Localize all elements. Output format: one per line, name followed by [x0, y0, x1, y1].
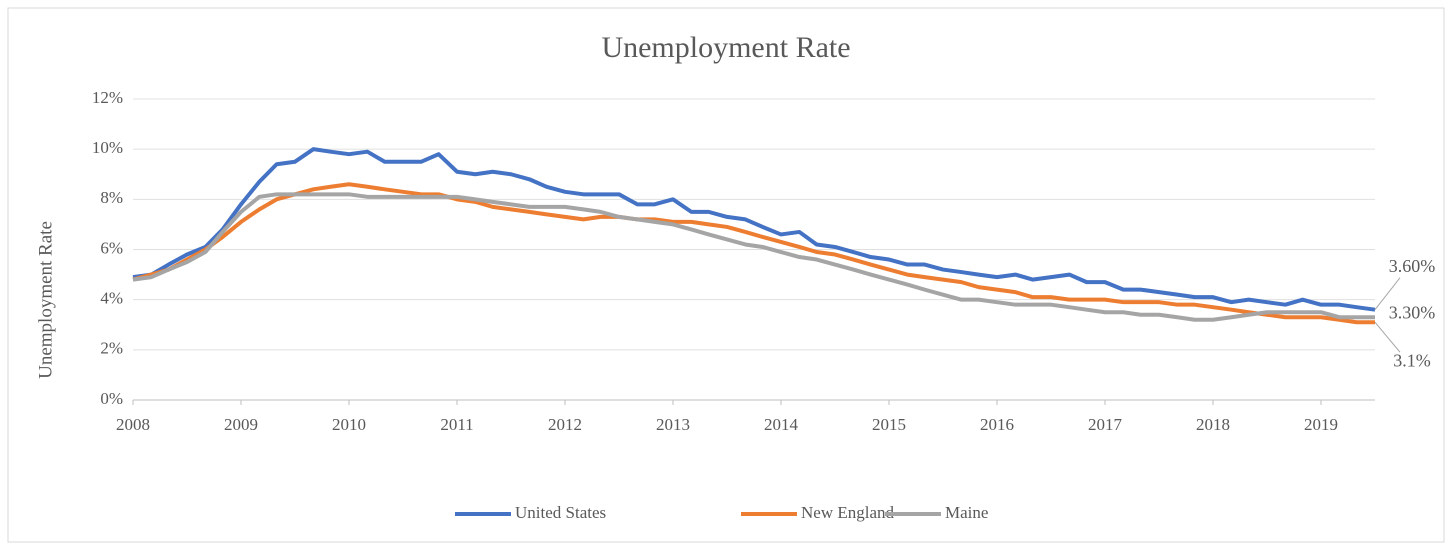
series-line [132, 147, 1376, 312]
data-label: 3.1% [1393, 350, 1431, 370]
chart-frame [7, 7, 1445, 543]
legend-label: Maine [945, 503, 988, 522]
x-tick-label: 2014 [764, 415, 799, 434]
leader-line [1374, 321, 1401, 353]
y-tick-label: 0% [100, 389, 123, 408]
data-label: 3.30% [1389, 302, 1436, 322]
y-tick-label: 4% [100, 289, 123, 308]
y-tick-label: 6% [100, 238, 123, 257]
x-tick-label: 2011 [440, 415, 473, 434]
y-axis-label: Unemployment Rate [35, 221, 56, 379]
y-tick-label: 8% [100, 188, 123, 207]
y-tick-label: 10% [92, 138, 123, 157]
y-tick-label: 2% [100, 339, 123, 358]
x-tick-label: 2013 [656, 415, 690, 434]
x-tick-label: 2012 [548, 415, 582, 434]
x-tick-label: 2016 [980, 415, 1014, 434]
leader-line [1374, 277, 1401, 311]
legend-label: United States [515, 503, 606, 522]
legend-label: New England [801, 503, 895, 522]
x-tick-label: 2010 [332, 415, 366, 434]
series-line [132, 192, 1375, 322]
x-tick-label: 2018 [1196, 415, 1230, 434]
series-line [132, 182, 1375, 325]
x-tick-label: 2017 [1088, 415, 1123, 434]
y-tick-label: 12% [92, 88, 123, 107]
chart-title: Unemployment Rate [601, 31, 850, 64]
x-tick-label: 2015 [872, 415, 906, 434]
data-label: 3.60% [1389, 256, 1436, 276]
x-tick-label: 2008 [116, 415, 150, 434]
x-tick-label: 2009 [224, 415, 258, 434]
x-tick-label: 2019 [1304, 415, 1338, 434]
